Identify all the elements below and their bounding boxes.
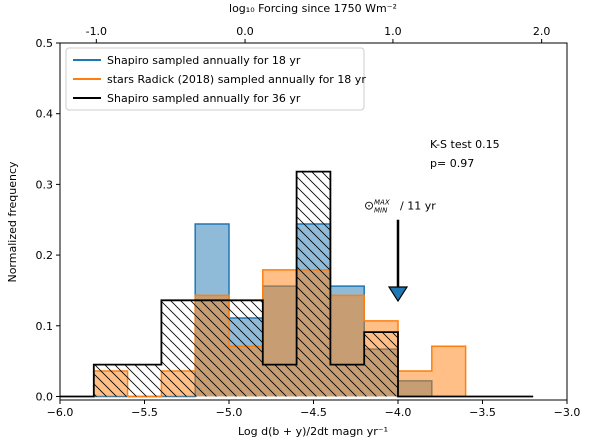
arrow-head [387,286,409,303]
series-2-bar-2 [161,300,196,397]
x-axis-label: Log d(b + y)/2dt magn yr⁻¹ [238,425,388,438]
bars [60,170,534,398]
x-tick-label-0: −6.0 [47,406,74,419]
y-ticks: 0.0 0.1 0.2 0.3 0.4 0.5 [36,37,60,403]
y-tick-label-5: 0.5 [36,37,54,50]
x-tick-label-5: −3.5 [469,406,496,419]
legend: Shapiro sampled annually for 18 yr stars … [65,47,366,111]
series-2-bar-5 [296,171,331,397]
legend-label-0: Shapiro sampled annually for 18 yr [107,54,301,67]
series-2 [60,170,534,398]
top-x-axis-label: log₁₀ Forcing since 1750 Wm⁻² [229,2,397,15]
x-tick-label-2: −5.0 [216,406,243,419]
top-x-tick-label-3: 2.0 [533,25,551,38]
series-1-bar-9 [398,371,432,397]
x-tick-label-6: −3.0 [554,406,581,419]
arrow-sub: MIN [374,207,388,215]
y-tick-label-4: 0.4 [36,108,54,121]
y-axis-label: Normalized frequency [6,161,19,283]
top-x-tick-label-2: 1.0 [384,25,402,38]
series-2-outline [60,170,534,398]
p-value-label: p= 0.97 [430,157,474,170]
arrow-label: / 11 yr [400,200,436,213]
legend-label-1: stars Radick (2018) sampled annually for… [107,73,366,86]
x-tick-label-1: −5.5 [131,406,158,419]
legend-label-2: Shapiro sampled annually for 36 yr [107,92,301,105]
ks-test-label: K-S test 0.15 [430,138,500,151]
series-2-bar-6 [330,364,365,397]
series-2-bar-3 [195,300,263,397]
x-tick-label-3: −4.5 [300,406,327,419]
series-2-bar-7 [364,332,398,397]
y-tick-label-3: 0.3 [36,178,54,191]
x-ticks: −6.0 −5.5 −5.0 −4.5 −4.0 −3.5 −3.0 [47,400,581,419]
y-tick-label-0: 0.0 [36,390,54,403]
arrow-sup: MAX [374,199,390,207]
series-2-bar-4 [262,364,297,397]
arrow-symbol: ⊙ [364,199,374,213]
series-2-bar-1 [93,364,162,397]
x-tick-label-4: −4.0 [385,406,412,419]
legend-box [65,47,365,111]
top-x-tick-label-1: 0.0 [236,25,254,38]
top-x-ticks: -1.0 0.0 1.0 2.0 [86,25,551,43]
top-x-tick-label-0: -1.0 [86,25,107,38]
series-1-bar-10 [431,346,466,397]
y-tick-label-2: 0.2 [36,249,54,262]
y-tick-label-1: 0.1 [36,320,54,333]
